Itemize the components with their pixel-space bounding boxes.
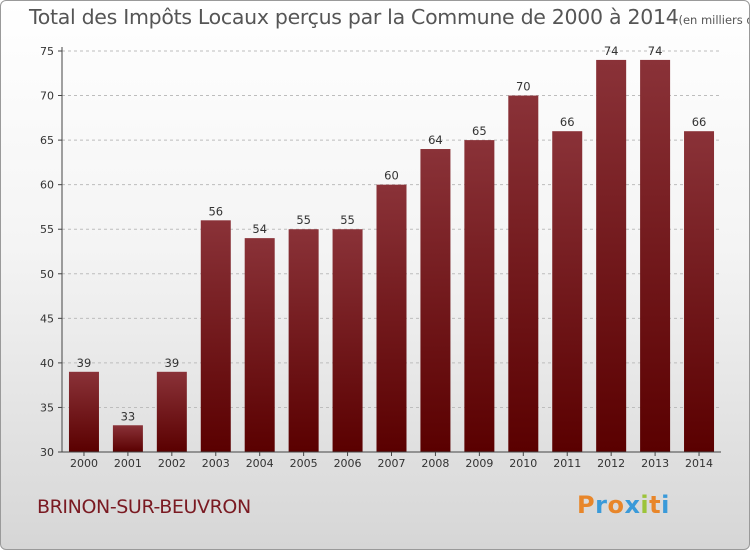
- bar-value-label: 33: [121, 409, 136, 423]
- chart-title-main: Total des Impôts Locaux perçus par la Co…: [29, 5, 679, 29]
- x-tick-label: 2013: [641, 457, 669, 470]
- x-tick-label: 2001: [114, 457, 142, 470]
- logo-letter: o: [607, 491, 625, 519]
- x-tick-label: 2003: [202, 457, 230, 470]
- bar-value-label: 55: [296, 213, 311, 227]
- bar-value-label: 65: [472, 124, 487, 138]
- logo-letter: P: [577, 491, 596, 519]
- logo-letter: r: [595, 491, 608, 519]
- x-tick-label: 2006: [334, 457, 362, 470]
- chart-title: Total des Impôts Locaux perçus par la Co…: [29, 5, 749, 29]
- bar: [288, 229, 319, 452]
- bar-value-label: 66: [692, 115, 707, 129]
- bar-value-label: 39: [77, 356, 92, 370]
- x-tick-label: 2000: [70, 457, 98, 470]
- y-tick-label: 50: [40, 268, 54, 281]
- x-tick-label: 2004: [246, 457, 274, 470]
- bar-value-label: 64: [428, 133, 443, 147]
- bar-value-label: 74: [604, 44, 619, 58]
- bar-value-label: 54: [252, 222, 267, 236]
- x-tick-label: 2012: [597, 457, 625, 470]
- y-tick-label: 35: [40, 401, 54, 414]
- x-tick-label: 2011: [553, 457, 581, 470]
- bar: [552, 131, 583, 452]
- bar: [464, 140, 495, 452]
- logo-letter: x: [624, 491, 641, 519]
- labels: 30 35 40 45 50 55 60 65 70 75 39 2000 33 2001 39 2002 56…: [40, 44, 713, 470]
- y-tick-label: 60: [40, 179, 54, 192]
- y-tick-label: 30: [40, 446, 54, 459]
- x-tick-label: 2005: [290, 457, 318, 470]
- bar-value-label: 56: [208, 204, 223, 218]
- bar: [376, 184, 407, 452]
- bar: [200, 220, 231, 452]
- logo-letter: t: [649, 491, 662, 519]
- proxiti-logo: Proxiti: [577, 491, 670, 519]
- bar: [684, 131, 715, 452]
- bar: [156, 371, 187, 452]
- chart-title-unit: (en milliers d'€): [678, 13, 749, 27]
- bar: [508, 95, 539, 453]
- x-tick-label: 2009: [465, 457, 493, 470]
- bar: [68, 371, 99, 452]
- bar-value-label: 55: [340, 213, 355, 227]
- bar-value-label: 60: [384, 169, 399, 183]
- bar-value-label: 66: [560, 115, 575, 129]
- bar: [332, 229, 363, 452]
- bar: [640, 59, 671, 453]
- y-tick-label: 55: [40, 223, 54, 236]
- bar: [244, 238, 275, 452]
- bar-value-label: 39: [165, 356, 180, 370]
- y-tick-label: 75: [40, 45, 54, 58]
- logo-letter: i: [640, 491, 650, 519]
- y-tick-label: 65: [40, 134, 54, 147]
- commune-name: BRINON-SUR-BEUVRON: [37, 496, 251, 518]
- x-tick-label: 2002: [158, 457, 186, 470]
- y-tick-label: 40: [40, 357, 54, 370]
- axes: [58, 47, 721, 456]
- bar-value-label: 70: [516, 80, 531, 94]
- bar: [596, 59, 627, 453]
- bar: [420, 149, 451, 452]
- x-tick-label: 2007: [378, 457, 406, 470]
- bars: [68, 59, 715, 453]
- logo-letter: i: [661, 491, 670, 519]
- y-tick-label: 45: [40, 312, 54, 325]
- x-tick-label: 2008: [421, 457, 449, 470]
- x-tick-label: 2014: [685, 457, 713, 470]
- x-tick-label: 2010: [509, 457, 537, 470]
- y-tick-label: 70: [40, 90, 54, 103]
- bar-value-label: 74: [648, 44, 663, 58]
- bar: [112, 425, 143, 452]
